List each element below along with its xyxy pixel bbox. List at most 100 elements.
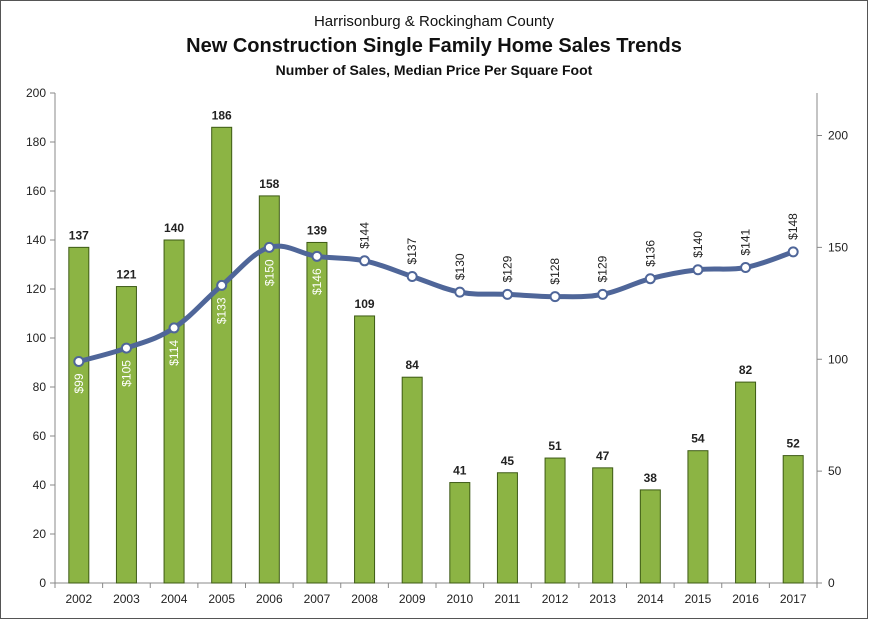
price-value-label: $140 [691, 231, 705, 258]
price-marker [311, 250, 323, 262]
x-tick-label: 2010 [446, 592, 473, 606]
x-tick-label: 2002 [65, 592, 92, 606]
price-marker [216, 279, 228, 291]
bar [639, 489, 661, 584]
x-tick-label: 2004 [161, 592, 188, 606]
price-value-label: $129 [596, 255, 610, 282]
bar [735, 381, 757, 584]
bar [496, 472, 518, 584]
price-marker [692, 264, 704, 276]
bar-value-label: 137 [69, 228, 89, 242]
bar-value-label: 121 [116, 268, 136, 282]
bar-value-label: 82 [739, 363, 753, 377]
price-marker [73, 355, 85, 367]
bar-value-label: 51 [548, 439, 562, 453]
bar-value-label: 47 [596, 449, 610, 463]
bar-value-label: 109 [355, 297, 375, 311]
bar-value-label: 45 [501, 454, 515, 468]
x-tick-label: 2008 [351, 592, 378, 606]
left-tick-label: 20 [33, 527, 47, 541]
price-value-label: $128 [548, 258, 562, 285]
bar [211, 126, 233, 584]
price-value-label: $129 [500, 255, 514, 282]
x-tick-label: 2003 [113, 592, 140, 606]
left-tick-label: 0 [39, 576, 46, 590]
left-tick-label: 80 [33, 380, 47, 394]
bar-value-label: 52 [787, 437, 801, 451]
right-tick-label: 100 [828, 352, 848, 366]
x-tick-label: 2014 [637, 592, 664, 606]
price-value-label: $99 [72, 373, 86, 393]
price-marker [597, 288, 609, 300]
price-value-label: $141 [739, 228, 753, 255]
price-marker [406, 270, 418, 282]
price-value-label: $137 [405, 237, 419, 264]
bar [258, 195, 280, 584]
bar [544, 457, 566, 584]
bar [592, 467, 614, 584]
bar [115, 286, 137, 584]
price-marker [501, 288, 513, 300]
right-tick-label: 50 [828, 464, 842, 478]
left-tick-label: 120 [26, 282, 46, 296]
price-value-label: $130 [453, 253, 467, 280]
price-marker [740, 262, 752, 274]
left-tick-label: 60 [33, 429, 47, 443]
left-tick-label: 200 [26, 86, 46, 100]
price-marker [549, 291, 561, 303]
chart-title: New Construction Single Family Home Sale… [186, 35, 682, 57]
price-value-label: $136 [643, 240, 657, 267]
bar [401, 376, 423, 584]
price-line [76, 243, 796, 364]
left-tick-label: 140 [26, 233, 46, 247]
bar [68, 246, 90, 584]
bar [782, 455, 804, 584]
price-marker [787, 246, 799, 258]
bar [354, 315, 376, 584]
x-tick-label: 2009 [399, 592, 426, 606]
left-tick-label: 160 [26, 184, 46, 198]
x-tick-label: 2006 [256, 592, 283, 606]
price-marker [168, 322, 180, 334]
bar-value-label: 139 [307, 223, 327, 237]
x-tick-label: 2017 [780, 592, 807, 606]
right-tick-label: 200 [828, 129, 848, 143]
x-tick-label: 2016 [732, 592, 759, 606]
price-marker [454, 286, 466, 298]
price-value-label: $148 [786, 213, 800, 240]
price-marker [263, 241, 275, 253]
bar-value-label: 158 [259, 177, 279, 191]
price-value-label: $144 [358, 222, 372, 249]
bar [306, 241, 328, 584]
price-value-label: $114 [167, 340, 181, 366]
x-tick-label: 2005 [208, 592, 235, 606]
bar [687, 450, 709, 584]
chart-subtitle: Number of Sales, Median Price Per Square… [275, 62, 593, 78]
left-tick-label: 180 [26, 135, 46, 149]
x-tick-label: 2013 [589, 592, 616, 606]
chart-supertitle: Harrisonburg & Rockingham County [313, 13, 555, 30]
bar [449, 482, 471, 584]
bar-value-label: 140 [164, 221, 184, 235]
right-tick-label: 150 [828, 240, 848, 254]
x-tick-label: 2012 [542, 592, 569, 606]
right-tick-label: 0 [828, 576, 835, 590]
price-marker [359, 255, 371, 267]
bar-value-label: 38 [644, 471, 658, 485]
price-value-label: $150 [262, 259, 276, 286]
left-tick-label: 40 [33, 478, 47, 492]
bar-value-label: 84 [406, 358, 420, 372]
price-value-label: $105 [119, 360, 133, 387]
left-tick-label: 100 [26, 331, 46, 345]
price-marker [644, 273, 656, 285]
price-value-label: $133 [215, 297, 229, 324]
bar-value-label: 54 [691, 432, 705, 446]
bar-value-label: 41 [453, 464, 467, 478]
bar [163, 239, 185, 584]
x-tick-label: 2015 [685, 592, 712, 606]
price-value-label: $146 [310, 268, 324, 295]
x-tick-label: 2007 [304, 592, 331, 606]
x-tick-label: 2011 [495, 592, 521, 606]
